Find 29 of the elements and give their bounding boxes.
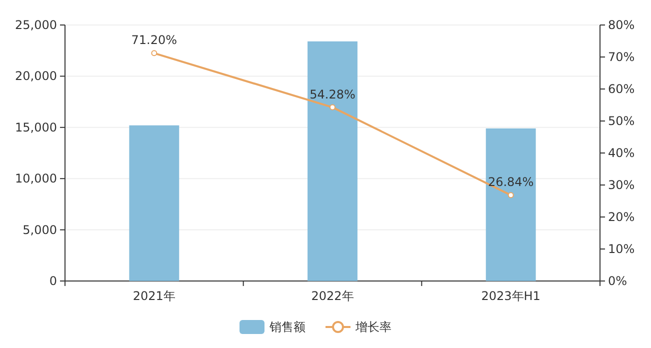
- legend-label: 销售额: [268, 320, 306, 334]
- x-tick-label: 2022年: [311, 289, 354, 303]
- y2-tick-label: 40%: [608, 146, 635, 160]
- bar: [308, 41, 358, 281]
- legend-label: 增长率: [354, 320, 392, 334]
- data-label: 26.84%: [488, 175, 534, 190]
- y2-tick-label: 30%: [608, 178, 635, 192]
- y2-tick-label: 20%: [608, 210, 635, 224]
- point: [330, 104, 336, 110]
- y-tick-label: 10,000: [15, 172, 57, 186]
- y2-tick-label: 60%: [608, 82, 635, 96]
- y2-tick-label: 80%: [608, 18, 635, 32]
- x-tick-label: 2023年H1: [481, 289, 540, 303]
- y2-tick-label: 50%: [608, 114, 635, 128]
- y-tick-label: 20,000: [15, 69, 57, 84]
- y2-tick-label: 10%: [608, 242, 635, 256]
- y-tick-label: 5,000: [22, 222, 57, 237]
- data-label: 71.20%: [131, 33, 178, 48]
- bar: [129, 125, 180, 281]
- y-tick-label: 25,000: [15, 18, 57, 32]
- y2-tick-label: 70%: [608, 50, 635, 64]
- point: [508, 192, 514, 198]
- bar: [486, 128, 536, 281]
- x-tick-label: 2021年: [132, 289, 176, 303]
- data-label: 54.28%: [310, 87, 356, 102]
- y-tick-label: 0: [49, 274, 57, 288]
- y-tick-label: 15,000: [15, 120, 57, 134]
- point: [151, 50, 158, 56]
- y2-tick-label: 0%: [608, 274, 628, 288]
